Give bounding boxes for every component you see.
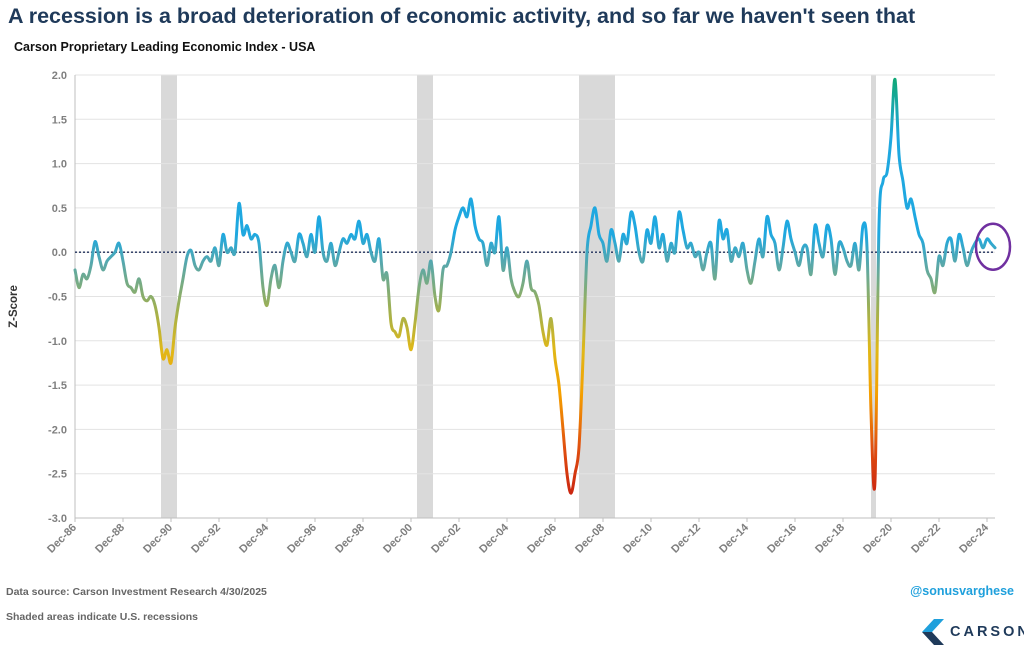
y-tick-label-8: -1.5 <box>48 380 67 392</box>
y-tick-label-10: -2.5 <box>48 469 67 481</box>
x-tick-label-12: Dec-08 <box>573 522 607 556</box>
x-tick-label-2: Dec-88 <box>93 522 127 556</box>
x-axis: Dec-86 Dec-88 Dec-90 Dec-92 Dec-94 Dec-96 Dec-… <box>45 517 995 556</box>
data-source-note: Data source: Carson Investment Research … <box>6 586 267 598</box>
x-tick-label-14: Dec-12 <box>669 522 703 556</box>
x-tick-label-5: Dec-94 <box>237 521 272 556</box>
x-tick-label-6: Dec-96 <box>285 522 319 556</box>
x-tick-label-20: Dec-24 <box>957 521 992 556</box>
author-handle-link[interactable]: @sonusvarghese <box>910 584 1014 598</box>
y-tick-label-11: -3.0 <box>48 513 67 525</box>
x-tick-label-18: Dec-20 <box>861 522 895 556</box>
x-tick-label-15: Dec-14 <box>717 521 752 556</box>
x-tick-label-1: Dec-86 <box>45 522 79 556</box>
y-axis: 2.0 1.5 1.0 0.5 0.0 -0.5 -1.0 -1.5 -2.0 -2.5 -3.0 <box>48 70 76 525</box>
gridlines-group <box>75 74 995 519</box>
x-tick-label-7: Dec-98 <box>333 522 367 556</box>
y-tick-label-6: -0.5 <box>48 292 67 304</box>
x-tick-label-9: Dec-02 <box>429 522 463 556</box>
carson-wordmark: CARSON <box>950 624 1024 640</box>
x-tick-label-3: Dec-90 <box>141 522 175 556</box>
y-tick-label-4: 0.5 <box>52 203 67 215</box>
x-tick-label-19: Dec-22 <box>909 522 943 556</box>
chart-title: Carson Proprietary Leading Economic Inde… <box>14 40 316 54</box>
y-tick-label-3: 1.0 <box>52 159 67 171</box>
y-tick-label-7: -1.0 <box>48 336 67 348</box>
x-tick-label-13: Dec-10 <box>621 522 655 556</box>
x-tick-label-11: Dec-06 <box>525 522 559 556</box>
x-tick-label-8: Dec-00 <box>381 522 415 556</box>
carson-logo: CARSON <box>922 619 1024 645</box>
x-tick-label-17: Dec-18 <box>813 522 847 556</box>
y-tick-label-2: 1.5 <box>52 114 67 126</box>
shading-note: Shaded areas indicate U.S. recessions <box>6 611 199 623</box>
series-group <box>73 77 997 495</box>
y-tick-label-5: 0.0 <box>52 247 67 259</box>
chart-canvas: 2.01.51.00.50.0-0.5-1.0-1.5-2.0-2.5-3.0 … <box>8 70 1012 556</box>
series-line-1 <box>73 77 997 495</box>
page-headline: A recession is a broad deterioration of … <box>8 4 916 28</box>
y-axis-label: Z-Score <box>8 285 20 328</box>
y-tick-label-1: 2.0 <box>52 70 67 82</box>
y-tick-label-9: -2.0 <box>48 424 67 436</box>
x-tick-label-4: Dec-92 <box>189 522 223 556</box>
latest-reading-highlight-circle <box>974 222 1012 272</box>
x-tick-label-16: Dec-16 <box>765 522 799 556</box>
x-tick-label-10: Dec-04 <box>477 521 512 556</box>
carson-chevron-icon <box>922 619 944 645</box>
